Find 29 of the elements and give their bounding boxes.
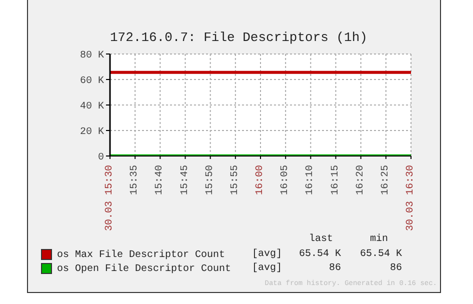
x-tick-label: 15:45 [180,165,191,196]
text: min [370,234,388,245]
x-tick-label: 16:20 [355,165,366,196]
text: last [309,234,334,245]
text: 86 [328,263,341,274]
text: 65.54 K [298,249,341,260]
legend-label: os Max File Descriptor Count [56,249,226,262]
x-tick-label: 15:40 [154,165,166,196]
x-tick-label: 16:00 [255,165,266,196]
text: [avg] [252,249,282,260]
y-tick-label: 80 K [80,50,104,62]
x-tick-label: 16:05 [280,165,292,196]
x-tick-label: 30.03 16:30 [406,165,416,232]
x-tick-label: 16:10 [305,165,316,196]
x-tick-label: 30.03 15:30 [104,165,116,232]
x-tick-label: 15:50 [204,165,216,196]
y-tick-label: 40 K [80,102,104,113]
y-tick-label: 60 K [80,76,104,88]
x-tick-label: 16:25 [380,165,392,196]
chart-title: 172.16.0.7: File Descriptors (1h) [110,30,368,45]
text: [avg] [252,263,282,274]
y-tick-label: 0 [98,152,104,164]
text: 86 [390,263,402,274]
x-tick-label: 16:15 [330,165,342,196]
y-tick-label: 20 K [80,127,104,138]
x-tick-label: 15:35 [130,165,141,196]
legend-label: os Open File Descriptor Count [56,263,232,276]
text: 65.54 K [360,249,402,260]
x-tick-label: 15:55 [230,165,241,196]
